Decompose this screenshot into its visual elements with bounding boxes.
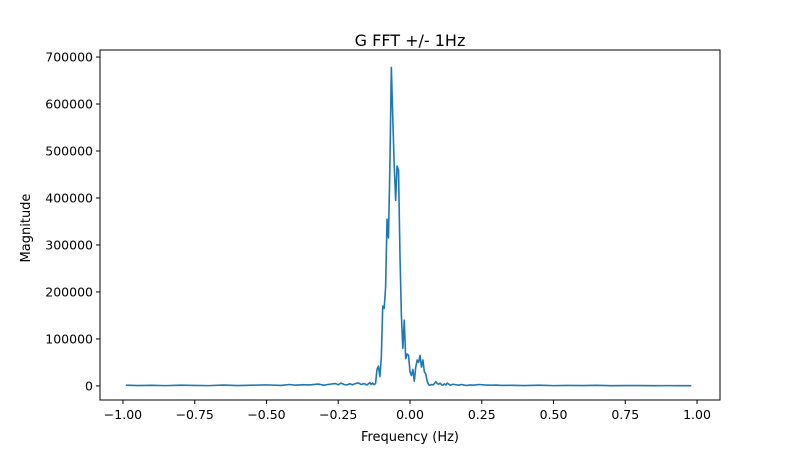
y-axis: 0 100000 200000 300000 400000 500000 600000 700… bbox=[45, 50, 100, 393]
x-tick-label: 0.00 bbox=[396, 407, 424, 422]
axes-frame bbox=[99, 49, 721, 401]
y-axis-label: Magnitude bbox=[19, 194, 34, 263]
x-axis: −1.00 −0.75 −0.50 −0.25 0.00 0.25 0.50 0.75 1.00 bbox=[104, 400, 711, 422]
y-tick-label: 300000 bbox=[45, 237, 93, 252]
x-tick-label: 0.25 bbox=[468, 407, 496, 422]
y-tick-label: 200000 bbox=[45, 284, 93, 299]
y-tick-label: 0 bbox=[85, 378, 93, 393]
y-tick-label: 700000 bbox=[45, 50, 93, 65]
x-tick-label: 0.75 bbox=[611, 407, 639, 422]
x-axis-label: Frequency (Hz) bbox=[361, 430, 459, 445]
x-tick-label: −0.50 bbox=[247, 407, 285, 422]
series-line bbox=[125, 66, 692, 387]
y-tick-label: 500000 bbox=[45, 144, 93, 159]
x-tick-label: −1.00 bbox=[104, 407, 142, 422]
y-tick-label: 400000 bbox=[45, 190, 93, 205]
chart-title: G FFT +/- 1Hz bbox=[355, 31, 466, 50]
x-tick-label: −0.75 bbox=[176, 407, 214, 422]
x-tick-label: 0.50 bbox=[540, 407, 568, 422]
x-tick-label: −0.25 bbox=[319, 407, 357, 422]
plot-area bbox=[125, 66, 692, 387]
y-tick-label: 100000 bbox=[45, 331, 93, 346]
x-tick-label: 1.00 bbox=[683, 407, 711, 422]
y-tick-label: 600000 bbox=[45, 97, 93, 112]
